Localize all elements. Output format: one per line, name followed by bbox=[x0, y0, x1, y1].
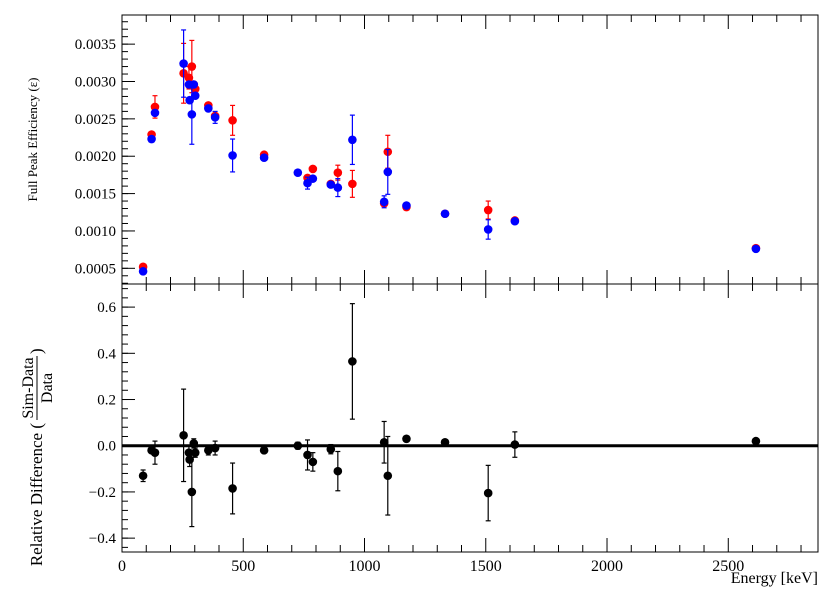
x-axis-title: Energy [keV] bbox=[731, 570, 818, 587]
top-y-tick-label: 0.0015 bbox=[75, 187, 116, 203]
data-point bbox=[348, 135, 357, 145]
top-y-tick-label: 0.0035 bbox=[75, 37, 116, 53]
data-point bbox=[147, 134, 156, 144]
top-series-1 bbox=[138, 29, 761, 276]
data-point bbox=[333, 466, 343, 476]
data-point bbox=[333, 183, 343, 192]
data-point bbox=[333, 168, 343, 177]
data-point bbox=[751, 244, 761, 254]
x-tick-label: 0 bbox=[118, 558, 126, 575]
data-point bbox=[379, 437, 389, 447]
data-point bbox=[308, 457, 318, 467]
x-tick-label: 2500 bbox=[712, 558, 744, 575]
y-axis-title-close: ) bbox=[27, 348, 46, 354]
y-axis-title-prefix: Relative Difference ( bbox=[27, 423, 46, 567]
data-point bbox=[210, 113, 220, 122]
bottom-y-tick-label: −0.4 bbox=[89, 531, 117, 547]
data-point bbox=[228, 116, 237, 125]
top-y-axis-title: Full Peak Efficiency (ε) bbox=[25, 78, 40, 202]
x-tick-label: 500 bbox=[231, 558, 255, 575]
data-point bbox=[259, 153, 269, 163]
data-point bbox=[204, 446, 213, 455]
y-axis-title-numerator: Sim-Data bbox=[20, 357, 37, 418]
data-point bbox=[150, 448, 160, 457]
bottom-y-tick-label: 0.4 bbox=[97, 346, 116, 362]
data-point bbox=[379, 197, 389, 207]
top-y-tick-label: 0.0005 bbox=[75, 261, 116, 277]
data-point bbox=[184, 73, 194, 83]
data-point bbox=[187, 487, 197, 497]
data-point bbox=[150, 108, 160, 118]
data-point bbox=[204, 104, 213, 113]
top-y-tick-label: 0.0020 bbox=[75, 149, 116, 165]
data-point bbox=[259, 446, 269, 455]
data-point bbox=[228, 484, 237, 493]
data-point bbox=[383, 167, 393, 177]
bottom-plot-frame bbox=[121, 283, 819, 553]
x-tick-label: 1500 bbox=[470, 558, 502, 575]
data-point bbox=[326, 444, 336, 454]
data-point bbox=[483, 205, 493, 215]
bottom-y-tick-label: 0.0 bbox=[97, 439, 116, 455]
x-tick-label: 1000 bbox=[349, 558, 381, 575]
data-point bbox=[189, 80, 199, 89]
data-point bbox=[293, 441, 303, 451]
data-point bbox=[187, 62, 197, 71]
data-point bbox=[179, 59, 188, 68]
data-point bbox=[187, 110, 197, 119]
data-point bbox=[228, 151, 237, 160]
data-point bbox=[185, 455, 194, 464]
bottom-y-tick-label: 0.2 bbox=[97, 393, 116, 409]
data-point bbox=[510, 216, 520, 226]
data-point bbox=[326, 180, 336, 189]
bottom-panel: −0.4 −0.2 0.0 0.2 0.4 0.6 0 500 1000 1500 2000 2500… bbox=[20, 283, 819, 587]
data-point bbox=[751, 436, 761, 446]
data-point bbox=[150, 102, 160, 112]
top-panel: 0.0005 0.0010 0.0015 0.0020 0.0025 0.0030 0.00… bbox=[25, 14, 819, 285]
data-point bbox=[308, 174, 318, 183]
bottom-y-tick-label: 0.6 bbox=[97, 300, 116, 316]
data-point bbox=[293, 168, 303, 177]
data-point bbox=[189, 439, 199, 448]
data-point bbox=[483, 225, 493, 234]
data-point bbox=[348, 357, 357, 366]
data-point bbox=[440, 437, 450, 447]
data-point bbox=[402, 434, 411, 444]
bottom-series-0 bbox=[138, 303, 761, 528]
data-point bbox=[383, 471, 393, 481]
data-point bbox=[190, 448, 200, 457]
top-plot-frame bbox=[121, 14, 819, 285]
data-point bbox=[210, 443, 220, 453]
data-point bbox=[440, 209, 450, 219]
bottom-y-tick-label: −0.2 bbox=[89, 485, 116, 501]
data-point bbox=[308, 164, 318, 174]
top-y-tick-label: 0.0010 bbox=[75, 224, 116, 240]
data-point bbox=[179, 431, 188, 440]
x-tick-label: 2000 bbox=[591, 558, 623, 575]
data-point bbox=[138, 471, 148, 481]
data-point bbox=[190, 91, 200, 100]
top-y-tick-label: 0.0030 bbox=[75, 75, 116, 91]
data-point bbox=[303, 450, 312, 460]
top-y-tick-label: 0.0025 bbox=[75, 112, 116, 128]
y-axis-title-denominator: Data bbox=[39, 373, 56, 403]
data-point bbox=[402, 201, 411, 210]
bottom-y-axis-title: Relative Difference ( Sim-Data Data) bbox=[20, 348, 56, 566]
data-point bbox=[138, 266, 148, 276]
data-point bbox=[348, 179, 357, 189]
data-point bbox=[510, 440, 520, 449]
data-point bbox=[483, 488, 493, 498]
